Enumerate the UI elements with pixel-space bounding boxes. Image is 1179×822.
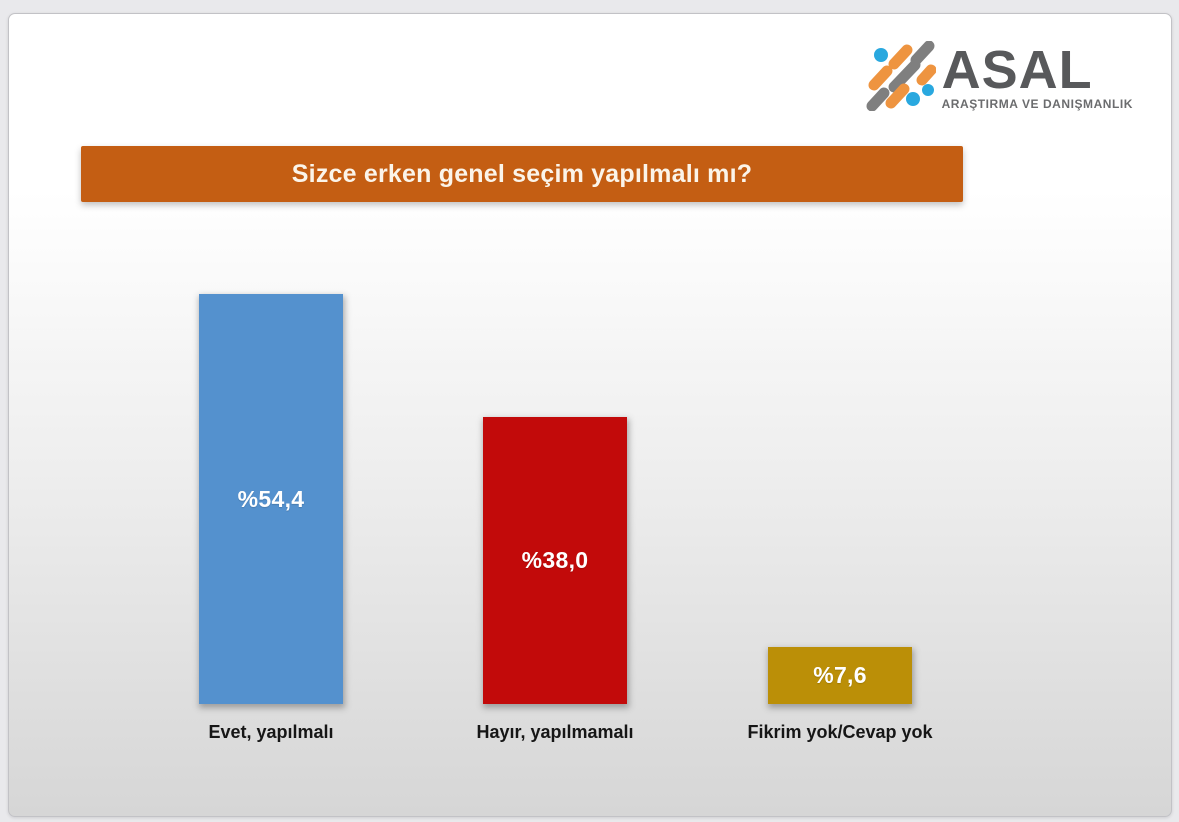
bar-fikrim-yok: %7,6 <box>768 647 912 704</box>
bar-hayir: %38,0 <box>483 417 627 704</box>
bar-slot-fikrim-yok: %7,6 <box>768 647 912 704</box>
bar-value-label: %38,0 <box>521 547 589 573</box>
bar-evet: %54,4 <box>199 294 343 704</box>
bar-category-label-hayir: Hayır, yapılmamalı <box>476 722 634 742</box>
bar-category-label-evet: Evet, yapılmalı <box>208 722 334 742</box>
logo-title: ASAL <box>941 40 1093 100</box>
bar-category-label-fikrim-yok: Fikrim yok/Cevap yok <box>747 722 933 742</box>
bar-value-label: %7,6 <box>813 662 867 688</box>
question-banner-text: Sizce erken genel seçim yapılmalı mı? <box>291 159 753 188</box>
bar-chart: %54,4 %38,0 %7,6 Evet, yapılmalı Hayır, … <box>9 14 1171 816</box>
logo-text-block: ASAL ARAŞTIRMA VE DANIŞMANLIK <box>942 41 1133 111</box>
asal-logo-icon <box>866 41 936 111</box>
asal-logo: ASAL ARAŞTIRMA VE DANIŞMANLIK <box>866 41 1133 111</box>
logo-subtitle: ARAŞTIRMA VE DANIŞMANLIK <box>941 97 1133 111</box>
presentation-slide: ASAL ARAŞTIRMA VE DANIŞMANLIK Sizce erke… <box>8 13 1172 817</box>
question-banner: Sizce erken genel seçim yapılmalı mı? <box>81 146 963 202</box>
bar-value-label: %54,4 <box>237 485 305 512</box>
bar-slot-evet: %54,4 <box>199 294 343 704</box>
bar-slot-hayir: %38,0 <box>483 417 627 704</box>
